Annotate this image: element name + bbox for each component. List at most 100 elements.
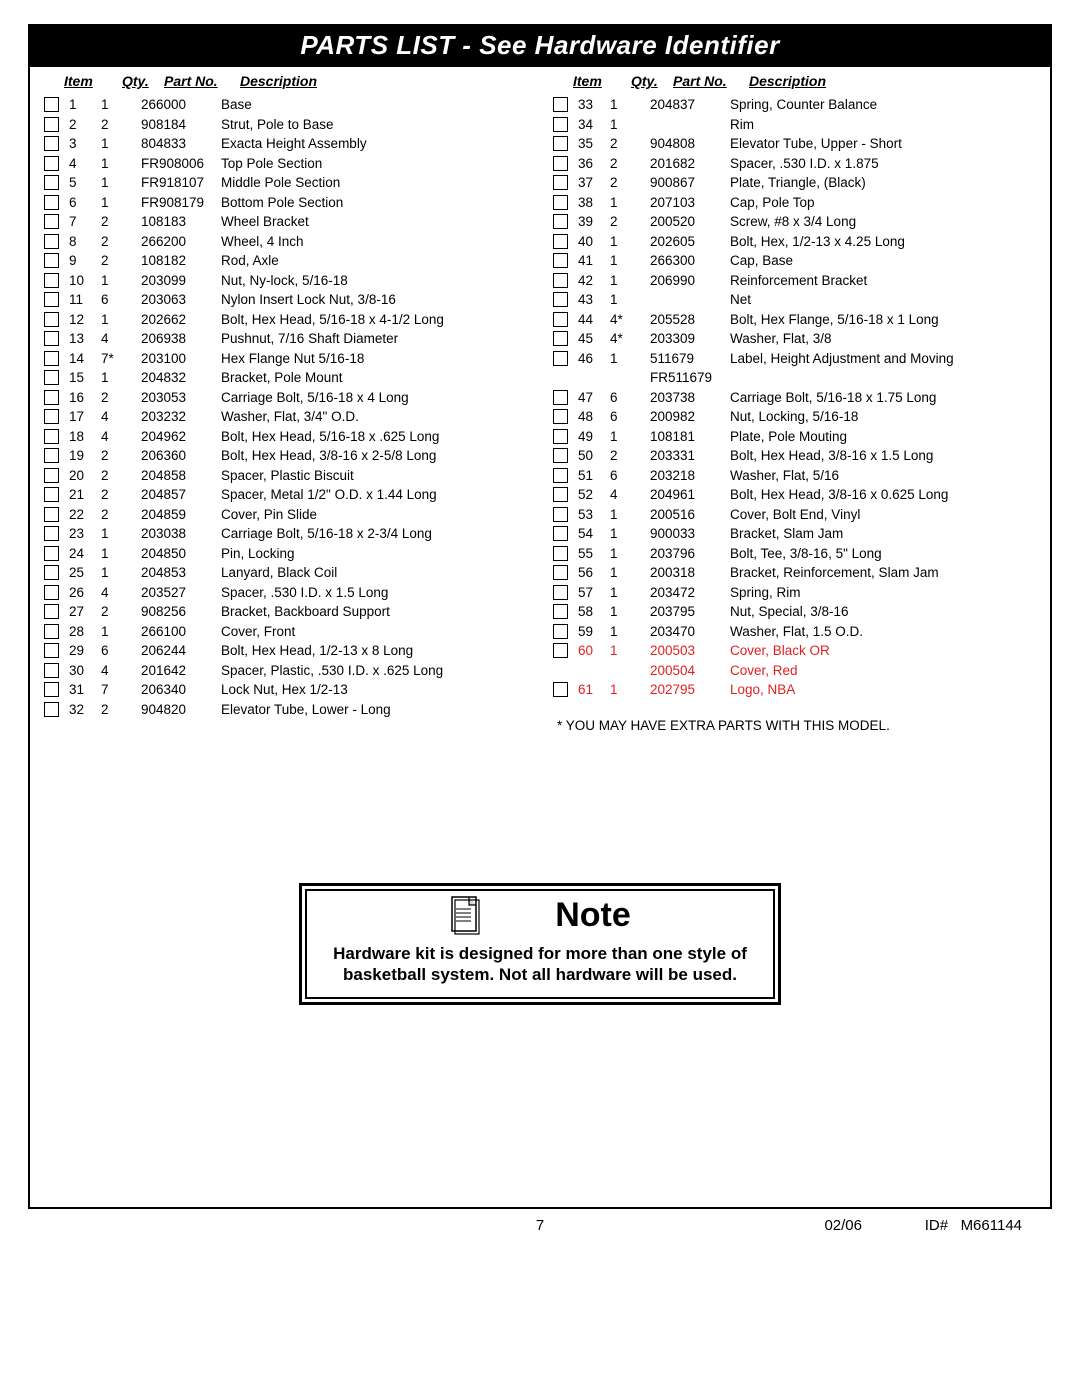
cell-part-no: 203738 bbox=[650, 388, 730, 408]
cell-item: 38 bbox=[578, 193, 610, 213]
cell-item: 27 bbox=[69, 602, 101, 622]
cell-description: Cover, Pin Slide bbox=[221, 505, 527, 525]
note-title: Note bbox=[555, 896, 631, 935]
checkbox-icon bbox=[553, 136, 568, 151]
table-row: 231203038Carriage Bolt, 5/16-18 x 2-3/4 … bbox=[44, 524, 527, 544]
content-frame: PARTS LIST - See Hardware Identifier Ite… bbox=[28, 24, 1052, 1209]
page-number: 7 bbox=[536, 1217, 544, 1234]
cell-qty: 2 bbox=[101, 115, 141, 135]
cell-part-no: 904820 bbox=[141, 700, 221, 720]
cell-part-no: FR511679 bbox=[650, 368, 730, 388]
checkbox-icon bbox=[44, 234, 59, 249]
cell-qty: 1 bbox=[101, 563, 141, 583]
title-bar: PARTS LIST - See Hardware Identifier bbox=[30, 26, 1050, 67]
cell-description: Wheel Bracket bbox=[221, 212, 527, 232]
table-row: 531200516Cover, Bolt End, Vinyl bbox=[553, 505, 1036, 525]
table-row: 72108183Wheel Bracket bbox=[44, 212, 527, 232]
footer-id-value: M661144 bbox=[961, 1217, 1022, 1234]
cell-part-no: 203470 bbox=[650, 622, 730, 642]
cell-item: 43 bbox=[578, 290, 610, 310]
cell-description: Label, Height Adjustment and Moving bbox=[730, 349, 1036, 369]
cell-description: Bolt, Hex Flange, 5/16-18 x 1 Long bbox=[730, 310, 1036, 330]
cell-part-no: 202662 bbox=[141, 310, 221, 330]
checkbox-icon bbox=[553, 565, 568, 580]
cell-item: 50 bbox=[578, 446, 610, 466]
cell-part-no: 804833 bbox=[141, 134, 221, 154]
cell-part-no: FR908006 bbox=[141, 154, 221, 174]
checkbox-icon bbox=[44, 292, 59, 307]
cell-qty: 6 bbox=[610, 388, 650, 408]
cell-item: 17 bbox=[69, 407, 101, 427]
cell-qty: 2 bbox=[101, 466, 141, 486]
checkbox-icon bbox=[44, 117, 59, 132]
cell-item: 45 bbox=[578, 329, 610, 349]
cell-description: Logo, NBA bbox=[730, 680, 1036, 700]
table-row: 61FR908179Bottom Pole Section bbox=[44, 193, 527, 213]
cell-description: Pin, Locking bbox=[221, 544, 527, 564]
document-icon bbox=[449, 895, 483, 937]
cell-part-no: 206360 bbox=[141, 446, 221, 466]
cell-part-no: 203099 bbox=[141, 271, 221, 291]
table-row: 516203218Washer, Flat, 5/16 bbox=[553, 466, 1036, 486]
cell-part-no: 266000 bbox=[141, 95, 221, 115]
table-row: 486200982Nut, Locking, 5/16-18 bbox=[553, 407, 1036, 427]
cell-item: 11 bbox=[69, 290, 101, 310]
checkbox-icon bbox=[44, 175, 59, 190]
table-row: 352904808Elevator Tube, Upper - Short bbox=[553, 134, 1036, 154]
cell-qty: 2 bbox=[101, 505, 141, 525]
cell-part-no: FR908179 bbox=[141, 193, 221, 213]
table-row: 134206938Pushnut, 7/16 Shaft Diameter bbox=[44, 329, 527, 349]
table-row: 454*203309Washer, Flat, 3/8 bbox=[553, 329, 1036, 349]
cell-qty: 2 bbox=[610, 173, 650, 193]
checkbox-icon bbox=[553, 214, 568, 229]
cell-part-no: 203218 bbox=[650, 466, 730, 486]
cell-qty: 1 bbox=[101, 310, 141, 330]
cell-part-no: 202795 bbox=[650, 680, 730, 700]
cell-part-no: 204857 bbox=[141, 485, 221, 505]
cell-item: 15 bbox=[69, 368, 101, 388]
cell-qty: 1 bbox=[101, 134, 141, 154]
cell-part-no: FR918107 bbox=[141, 173, 221, 193]
cell-part-no: 206244 bbox=[141, 641, 221, 661]
table-row: 372900867Plate, Triangle, (Black) bbox=[553, 173, 1036, 193]
cell-item: 1 bbox=[69, 95, 101, 115]
cell-item: 58 bbox=[578, 602, 610, 622]
checkbox-icon bbox=[44, 195, 59, 210]
right-rows: 331204837Spring, Counter Balance341Rim35… bbox=[553, 95, 1036, 700]
cell-qty: 1 bbox=[610, 115, 650, 135]
cell-qty: 1 bbox=[101, 95, 141, 115]
checkbox-icon bbox=[553, 507, 568, 522]
checkbox-icon bbox=[44, 390, 59, 405]
cell-qty: 1 bbox=[101, 154, 141, 174]
cell-item: 20 bbox=[69, 466, 101, 486]
cell-item: 36 bbox=[578, 154, 610, 174]
cell-description: Plate, Pole Mouting bbox=[730, 427, 1036, 447]
table-row: 212204857Spacer, Metal 1/2" O.D. x 1.44 … bbox=[44, 485, 527, 505]
cell-description: Spacer, .530 I.D. x 1.5 Long bbox=[221, 583, 527, 603]
cell-description: Bracket, Pole Mount bbox=[221, 368, 527, 388]
table-row: 82266200Wheel, 4 Inch bbox=[44, 232, 527, 252]
cell-qty: 2 bbox=[101, 485, 141, 505]
cell-qty: 1 bbox=[610, 641, 650, 661]
table-row: 551203796Bolt, Tee, 3/8-16, 5" Long bbox=[553, 544, 1036, 564]
footnote: * YOU MAY HAVE EXTRA PARTS WITH THIS MOD… bbox=[557, 718, 1036, 733]
cell-item: 4 bbox=[69, 154, 101, 174]
cell-item: 30 bbox=[69, 661, 101, 681]
cell-qty: 1 bbox=[610, 602, 650, 622]
cell-qty: 2 bbox=[610, 446, 650, 466]
table-row: 502203331Bolt, Hex Head, 3/8-16 x 1.5 Lo… bbox=[553, 446, 1036, 466]
cell-description: Cover, Red bbox=[730, 661, 1036, 681]
left-rows: 11266000Base22908184Strut, Pole to Base3… bbox=[44, 95, 527, 719]
table-row: 611202795Logo, NBA bbox=[553, 680, 1036, 700]
cell-description: Nut, Ny-lock, 5/16-18 bbox=[221, 271, 527, 291]
cell-description: Net bbox=[730, 290, 1036, 310]
cell-part-no: 204832 bbox=[141, 368, 221, 388]
cell-description: Exacta Height Assembly bbox=[221, 134, 527, 154]
checkbox-icon bbox=[44, 643, 59, 658]
table-row: 401202605Bolt, Hex, 1/2-13 x 4.25 Long bbox=[553, 232, 1036, 252]
content-area: Item Qty. Part No. Description 11266000B… bbox=[30, 67, 1050, 1207]
checkbox-icon bbox=[553, 195, 568, 210]
table-row: 184204962Bolt, Hex Head, 5/16-18 x .625 … bbox=[44, 427, 527, 447]
table-row: 421206990Reinforcement Bracket bbox=[553, 271, 1036, 291]
checkbox-icon bbox=[44, 448, 59, 463]
